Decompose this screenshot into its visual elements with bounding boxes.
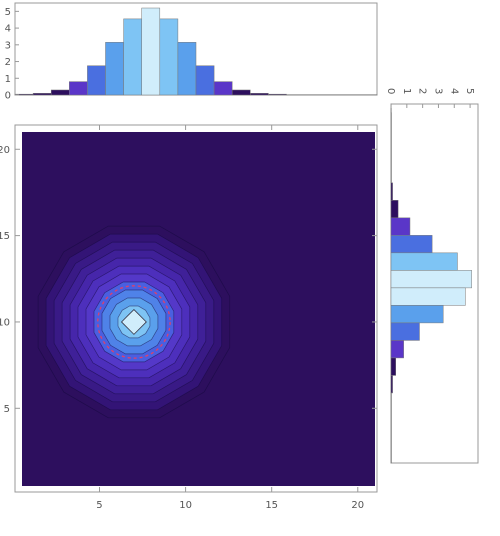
x-histogram-bar (123, 18, 142, 96)
y-histogram-x-tick-label: 1 (401, 88, 412, 94)
x-histogram-y-tick-label: 0 (5, 91, 11, 102)
y-histogram-bar (390, 357, 396, 376)
x-histogram-bar (159, 18, 179, 96)
x-histogram-y-tick-label: 4 (5, 24, 11, 35)
contour-peak (120, 308, 147, 335)
x-histogram-bar (69, 81, 88, 96)
x-histogram-bar (213, 81, 233, 96)
x-histogram-y-tick-label: 1 (5, 74, 11, 85)
x-histogram-bars (14, 7, 378, 96)
y-histogram-bar (390, 340, 404, 359)
y-histogram-bar (390, 270, 472, 289)
x-histogram-y-ticks: 0 1 2 3 4 5 (5, 7, 19, 102)
x-histogram-y-tick-label: 5 (5, 7, 11, 18)
x-histogram-bar (87, 65, 106, 96)
x-tick-label: 10 (179, 500, 192, 511)
y-histogram-bar (390, 305, 444, 324)
y-histogram-x-tick-label: 3 (432, 88, 443, 94)
contour-plot-ticks: 5 10 15 20 5 10 15 20 (0, 125, 377, 511)
y-histogram-bar (390, 287, 466, 306)
y-histogram-x-tick-label: 2 (417, 88, 428, 94)
y-tick-label: 15 (0, 231, 10, 242)
x-tick-label: 15 (265, 500, 278, 511)
y-tick-label: 20 (0, 145, 10, 156)
x-histogram-bar (195, 65, 215, 96)
y-tick-label: 5 (4, 404, 10, 415)
y-histogram-bar (390, 217, 411, 236)
y-tick-label: 10 (0, 317, 10, 328)
y-histogram-bar (390, 182, 393, 201)
x-histogram-bar (141, 7, 161, 96)
y-histogram-x-tick-label: 4 (448, 88, 459, 94)
y-histogram-x-tick-label: 0 (385, 88, 396, 94)
x-histogram-bar (32, 93, 52, 96)
x-histogram-y-tick-label: 3 (5, 40, 11, 51)
y-histogram-bar (390, 235, 433, 254)
dashed-contour (97, 285, 171, 359)
y-histogram-bar (390, 252, 458, 271)
x-histogram-bar (268, 93, 287, 96)
x-tick-label: 20 (351, 500, 364, 511)
x-histogram-bar (177, 42, 197, 96)
x-histogram-bar (231, 89, 251, 96)
y-histogram-bar (390, 322, 420, 341)
y-histogram-bars (390, 103, 472, 464)
x-histogram-bar (105, 42, 124, 96)
x-histogram: 0 1 2 3 4 5 (5, 2, 378, 102)
contour-levels (37, 225, 231, 419)
x-histogram-bar (50, 89, 70, 96)
contour-plot: 5 10 15 20 5 10 15 20 (0, 124, 378, 511)
x-histogram-y-tick-label: 2 (5, 57, 11, 68)
x-tick-label: 5 (96, 500, 102, 511)
y-histogram-x-tick-label: 5 (464, 88, 475, 94)
y-histogram-bar (390, 200, 399, 219)
y-histogram-bar (390, 375, 393, 394)
x-histogram-bar (250, 93, 269, 96)
